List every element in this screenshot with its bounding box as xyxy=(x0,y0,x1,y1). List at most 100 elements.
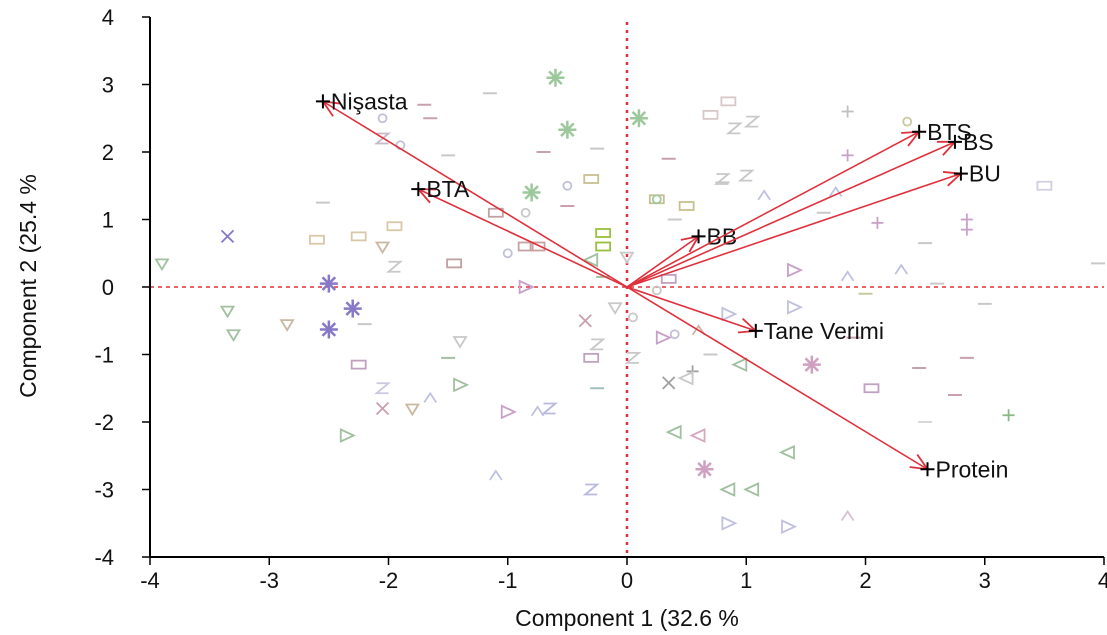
observation-point xyxy=(787,299,804,315)
observation-point xyxy=(522,183,541,202)
observation-point xyxy=(655,330,672,346)
observation-point xyxy=(220,229,235,244)
observation-point xyxy=(500,404,517,420)
observation-point xyxy=(518,279,535,295)
observation-point xyxy=(678,201,695,211)
vector-bta: BTA xyxy=(411,176,628,288)
observation-point xyxy=(582,483,600,496)
observation-point xyxy=(781,519,798,535)
observation-markers xyxy=(154,68,1106,535)
observation-point xyxy=(665,424,682,440)
observation-point xyxy=(669,329,680,340)
observation-point xyxy=(629,109,648,128)
y-tick-label: 2 xyxy=(102,140,114,165)
observation-point xyxy=(624,351,642,364)
observation-point xyxy=(319,320,338,339)
y-tick-label: 0 xyxy=(102,275,114,300)
y-axis-label: Component 2 (25.4 % xyxy=(15,174,41,398)
observation-point xyxy=(582,252,599,268)
observation-point xyxy=(960,213,973,226)
observation-point xyxy=(787,262,804,278)
observation-point xyxy=(960,223,973,236)
y-tick-label: -3 xyxy=(94,478,114,503)
observation-point xyxy=(731,357,748,373)
observation-point xyxy=(628,312,638,323)
observation-point xyxy=(404,403,420,417)
observation-point xyxy=(757,189,771,201)
observation-point xyxy=(691,324,706,336)
observation-point xyxy=(386,221,403,232)
observation-point xyxy=(719,482,736,497)
vector-nişasta: Nişasta xyxy=(315,88,628,288)
observation-point xyxy=(546,68,565,87)
observation-point xyxy=(583,352,600,363)
observation-point xyxy=(871,216,884,229)
vector-label: BTS xyxy=(927,119,972,145)
observation-point xyxy=(720,96,737,107)
observation-point xyxy=(607,302,623,315)
vector-bu: BU xyxy=(626,161,1001,288)
vector-bs: BS xyxy=(626,129,994,288)
observation-point xyxy=(319,274,338,293)
x-axis-ticks: -4 -3 -2 -1 0 1 2 3 4 xyxy=(140,557,1107,593)
observation-point xyxy=(725,122,743,135)
observation-point xyxy=(721,515,738,531)
observation-point xyxy=(840,270,855,282)
y-tick-label: -2 xyxy=(94,410,114,435)
observation-point xyxy=(529,241,546,252)
observation-point xyxy=(375,401,390,416)
observation-point xyxy=(743,482,760,497)
observation-point xyxy=(578,314,592,328)
y-tick-label: 4 xyxy=(102,5,114,30)
y-tick-label: -1 xyxy=(94,343,114,368)
observation-point xyxy=(517,241,534,252)
vector-tane-verimi: Tane Verimi xyxy=(626,286,884,344)
observation-point xyxy=(841,105,854,118)
observation-point xyxy=(530,405,545,417)
vector-bts: BTS xyxy=(626,119,972,288)
vector-label: BU xyxy=(969,161,1001,187)
y-tick-label: 1 xyxy=(102,208,114,233)
y-tick-label: -4 xyxy=(94,545,114,570)
observation-point xyxy=(894,263,909,275)
observation-point xyxy=(595,241,612,252)
observation-point xyxy=(737,169,755,182)
x-tick-label: -1 xyxy=(498,568,518,593)
x-tick-label: -3 xyxy=(259,568,279,593)
observation-point xyxy=(446,258,462,269)
observation-point xyxy=(802,355,821,374)
vector-label: BS xyxy=(963,129,994,155)
observation-point xyxy=(648,194,665,205)
vector-bb: BB xyxy=(626,223,737,288)
observation-point xyxy=(452,336,468,349)
vector-label: BTA xyxy=(426,176,470,202)
vector-label: Tane Verimi xyxy=(764,318,884,344)
observation-point xyxy=(841,149,854,162)
observation-point xyxy=(702,109,719,120)
observation-point xyxy=(721,306,738,322)
observation-point xyxy=(595,228,612,238)
x-tick-label: 3 xyxy=(979,568,991,593)
observation-point xyxy=(863,383,880,394)
observation-point xyxy=(350,359,367,370)
x-tick-label: -4 xyxy=(140,568,160,593)
observation-point xyxy=(743,115,761,128)
observation-point xyxy=(374,382,392,395)
observation-point xyxy=(713,173,731,185)
observation-point xyxy=(154,258,170,272)
observation-point xyxy=(588,338,606,351)
vector-protein: Protein xyxy=(626,286,1008,482)
observation-point xyxy=(689,428,706,443)
observation-point xyxy=(520,207,531,218)
observation-point xyxy=(225,329,242,342)
x-tick-label: 2 xyxy=(859,568,871,593)
observation-point xyxy=(1002,409,1015,422)
observation-point xyxy=(1036,180,1053,191)
observation-point xyxy=(840,509,855,521)
observation-point xyxy=(619,251,635,265)
observation-point xyxy=(902,116,913,127)
y-axis-ticks: -4 -3 -2 -1 0 1 2 3 4 xyxy=(94,5,150,570)
observation-point xyxy=(279,319,295,332)
